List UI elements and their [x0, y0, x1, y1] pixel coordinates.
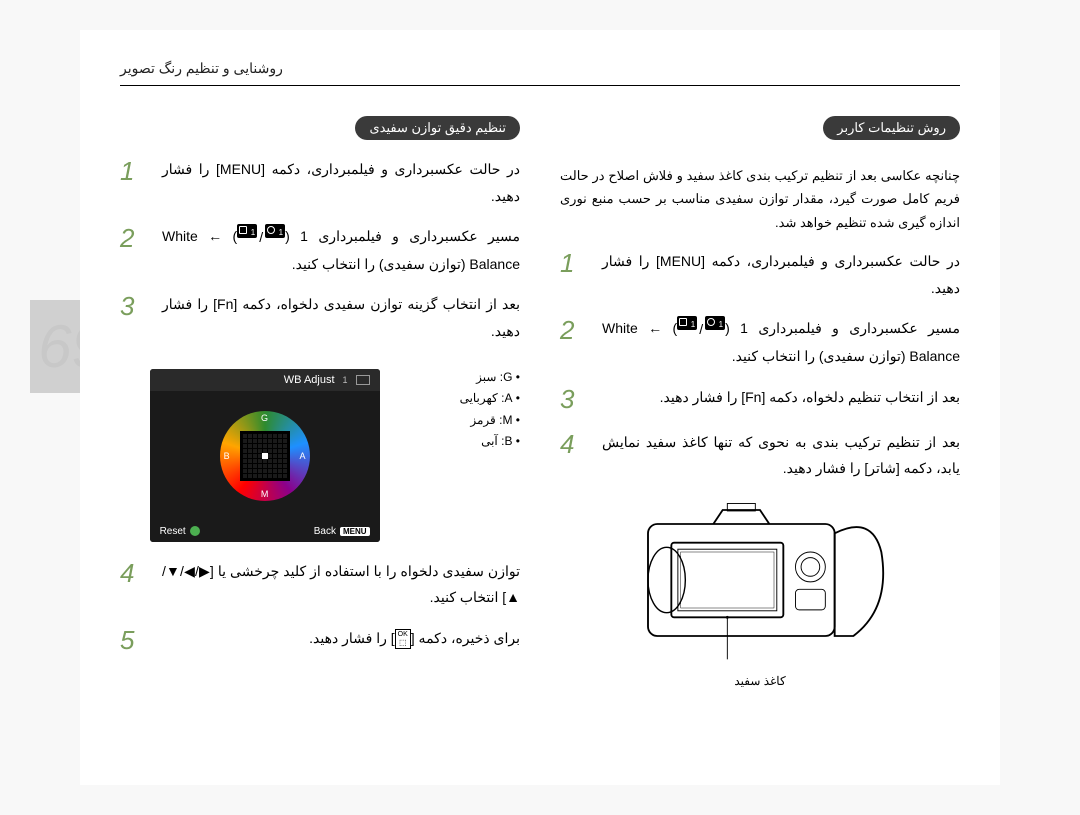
step-number: 4 [120, 558, 148, 589]
legend-item: M: قرمز [460, 410, 520, 432]
step-number: 4 [560, 429, 588, 460]
step-text: مسیر عکسبرداری و فیلمبرداری 1 (/) ← Whit… [602, 315, 960, 369]
video-mode-icon [237, 224, 257, 238]
wb-back-item: MENU Back [314, 526, 370, 537]
step-prefix: مسیر عکسبرداری و فیلمبرداری 1 ( [725, 320, 960, 336]
step-text: برای ذخیره، دکمه [OK⬚] را فشار دهید. [162, 625, 520, 652]
photo-mode-icon [265, 224, 285, 238]
step-row: 3 بعد از انتخاب تنظیم دلخواه، دکمه [Fn] … [560, 384, 960, 415]
ok-key-icon: OK⬚ [395, 629, 411, 649]
step-text: بعد از تنظیم ترکیب بندی به نحوی که تنها … [602, 429, 960, 482]
white-paper-caption: کاغذ سفید [560, 674, 960, 688]
step-text: در حالت عکسبرداری و فیلمبرداری، دکمه [ME… [162, 156, 520, 209]
camera-mode-icon [356, 375, 370, 385]
mode-index: 1 [343, 375, 348, 385]
mode-icons-group: / [677, 316, 725, 343]
wb-label-g: G [261, 413, 268, 423]
wb-title: WB Adjust [284, 374, 335, 386]
mode-icons-group: / [237, 224, 285, 251]
back-label: Back [314, 526, 336, 537]
page-container: روشنایی و تنظیم رنگ تصویر تنظیم دقیق توا… [80, 30, 1000, 785]
step-number: 2 [120, 223, 148, 254]
step-text: مسیر عکسبرداری و فیلمبرداری 1 (/) ← Whit… [162, 223, 520, 277]
step-number: 2 [560, 315, 588, 346]
photo-mode-icon [705, 316, 725, 330]
step-row: 3 بعد از انتخاب گزینه توازن سفیدی دلخواه… [120, 291, 520, 344]
menu-chip-icon: MENU [340, 527, 370, 536]
step-text: بعد از انتخاب گزینه توازن سفیدی دلخواه، … [162, 291, 520, 344]
step-row: 1 در حالت عکسبرداری و فیلمبرداری، دکمه [… [560, 248, 960, 301]
section-title-user-settings: روش تنظیمات کاربر [823, 116, 960, 140]
step-row: 4 بعد از تنظیم ترکیب بندی به نحوی که تنه… [560, 429, 960, 482]
step-row: 5 برای ذخیره، دکمه [OK⬚] را فشار دهید. [120, 625, 520, 656]
wb-footer: MENU Back Reset [150, 521, 380, 542]
step-suffix: ] را فشار دهید. [309, 630, 395, 646]
chapter-header: روشنایی و تنظیم رنگ تصویر [120, 60, 960, 86]
legend-item: G: سبز [460, 367, 520, 389]
step-number: 1 [560, 248, 588, 279]
step-row: 2 مسیر عکسبرداری و فیلمبرداری 1 (/) ← Wh… [120, 223, 520, 277]
green-dot-icon [190, 526, 200, 536]
step-row: 4 توازن سفیدی دلخواه را با استفاده از کل… [120, 558, 520, 611]
video-mode-icon [677, 316, 697, 330]
step-number: 1 [120, 156, 148, 187]
step-text: توازن سفیدی دلخواه را با استفاده از کلید… [162, 558, 520, 611]
wb-label-m: M [261, 489, 269, 499]
wb-reset-item: Reset [160, 526, 200, 537]
step-row: 2 مسیر عکسبرداری و فیلمبرداری 1 (/) ← Wh… [560, 315, 960, 369]
step-number: 3 [560, 384, 588, 415]
wb-label-b: B [224, 451, 230, 461]
wb-body: G A M B [150, 391, 380, 521]
step-row: 1 در حالت عکسبرداری و فیلمبرداری، دکمه [… [120, 156, 520, 209]
legend-item: B: آبی [460, 431, 520, 453]
column-left: روش تنظیمات کاربر چنانچه عکاسی بعد از تن… [560, 116, 960, 688]
step-number: 3 [120, 291, 148, 322]
step-prefix: مسیر عکسبرداری و فیلمبرداری 1 ( [285, 228, 520, 244]
color-wheel: G A M B [220, 411, 310, 501]
color-legend: G: سبز A: کهربایی M: قرمز B: آبی [460, 367, 520, 453]
wb-label-a: A [300, 451, 306, 461]
section-title-fine-wb: تنظیم دقیق توازن سفیدی [355, 116, 520, 140]
legend-item: A: کهربایی [460, 388, 520, 410]
camera-illustration [620, 496, 900, 664]
step-text: در حالت عکسبرداری و فیلمبرداری، دکمه [ME… [602, 248, 960, 301]
color-grid [240, 431, 290, 481]
step-text: بعد از انتخاب تنظیم دلخواه، دکمه [Fn] را… [602, 384, 960, 411]
wb-screen-header: 1 WB Adjust [150, 369, 380, 391]
column-right: تنظیم دقیق توازن سفیدی 1 در حالت عکسبردا… [120, 116, 520, 688]
intro-note: چنانچه عکاسی بعد از تنظیم ترکیب بندی کاغ… [560, 164, 960, 234]
step-prefix: برای ذخیره، دکمه [ [411, 630, 520, 646]
reset-label: Reset [160, 526, 186, 537]
wb-adjust-screen: 1 WB Adjust G A M B [150, 369, 380, 542]
step-number: 5 [120, 625, 148, 656]
